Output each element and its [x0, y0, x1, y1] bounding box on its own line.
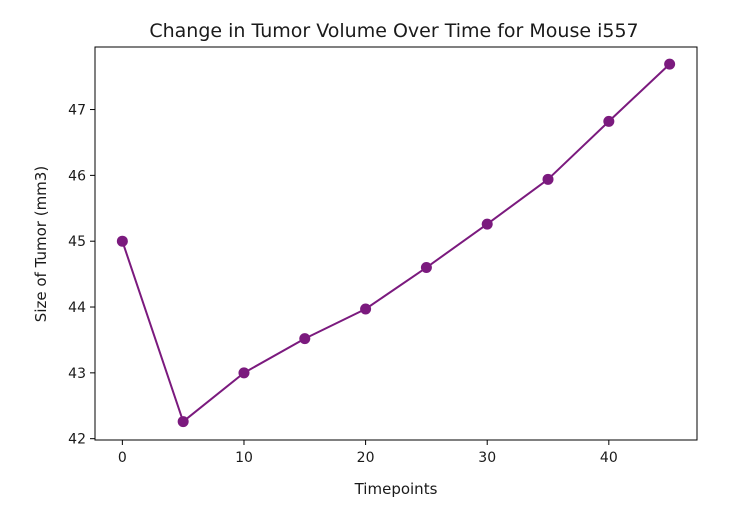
data-point	[116, 235, 128, 247]
x-tick-label: 40	[600, 450, 618, 466]
data-point	[299, 333, 311, 345]
data-point	[420, 262, 432, 274]
y-tick-label: 47	[68, 103, 86, 119]
data-point	[360, 303, 372, 315]
x-tick-label: 30	[478, 450, 496, 466]
y-tick-label: 43	[68, 366, 86, 382]
data-point	[238, 367, 250, 379]
y-tick-label: 46	[68, 168, 86, 184]
y-tick-label: 45	[68, 234, 86, 250]
y-tick-label: 44	[68, 300, 86, 316]
x-tick-label: 10	[235, 450, 253, 466]
data-point	[603, 115, 615, 127]
data-point	[177, 416, 189, 428]
data-point	[481, 218, 493, 230]
x-axis-ticks: 0 10 20 30 40	[118, 440, 618, 466]
y-axis-ticks: 42 43 44 45 46 47	[68, 103, 95, 448]
x-tick-label: 0	[118, 450, 127, 466]
x-tick-label: 20	[357, 450, 375, 466]
axes-frame	[94, 46, 698, 441]
series-line	[121, 63, 671, 423]
series-layer	[116, 58, 676, 428]
y-axis-label: Size of Tumor (mm3)	[32, 166, 50, 322]
data-point	[664, 58, 676, 70]
y-tick-label: 42	[68, 432, 86, 448]
data-point	[542, 173, 554, 185]
chart-title: Change in Tumor Volume Over Time for Mou…	[149, 20, 638, 42]
x-axis-label: Timepoints	[354, 480, 438, 498]
plot-area: 0 10 20 30 40 42 43 44 45 46 47	[68, 46, 698, 466]
